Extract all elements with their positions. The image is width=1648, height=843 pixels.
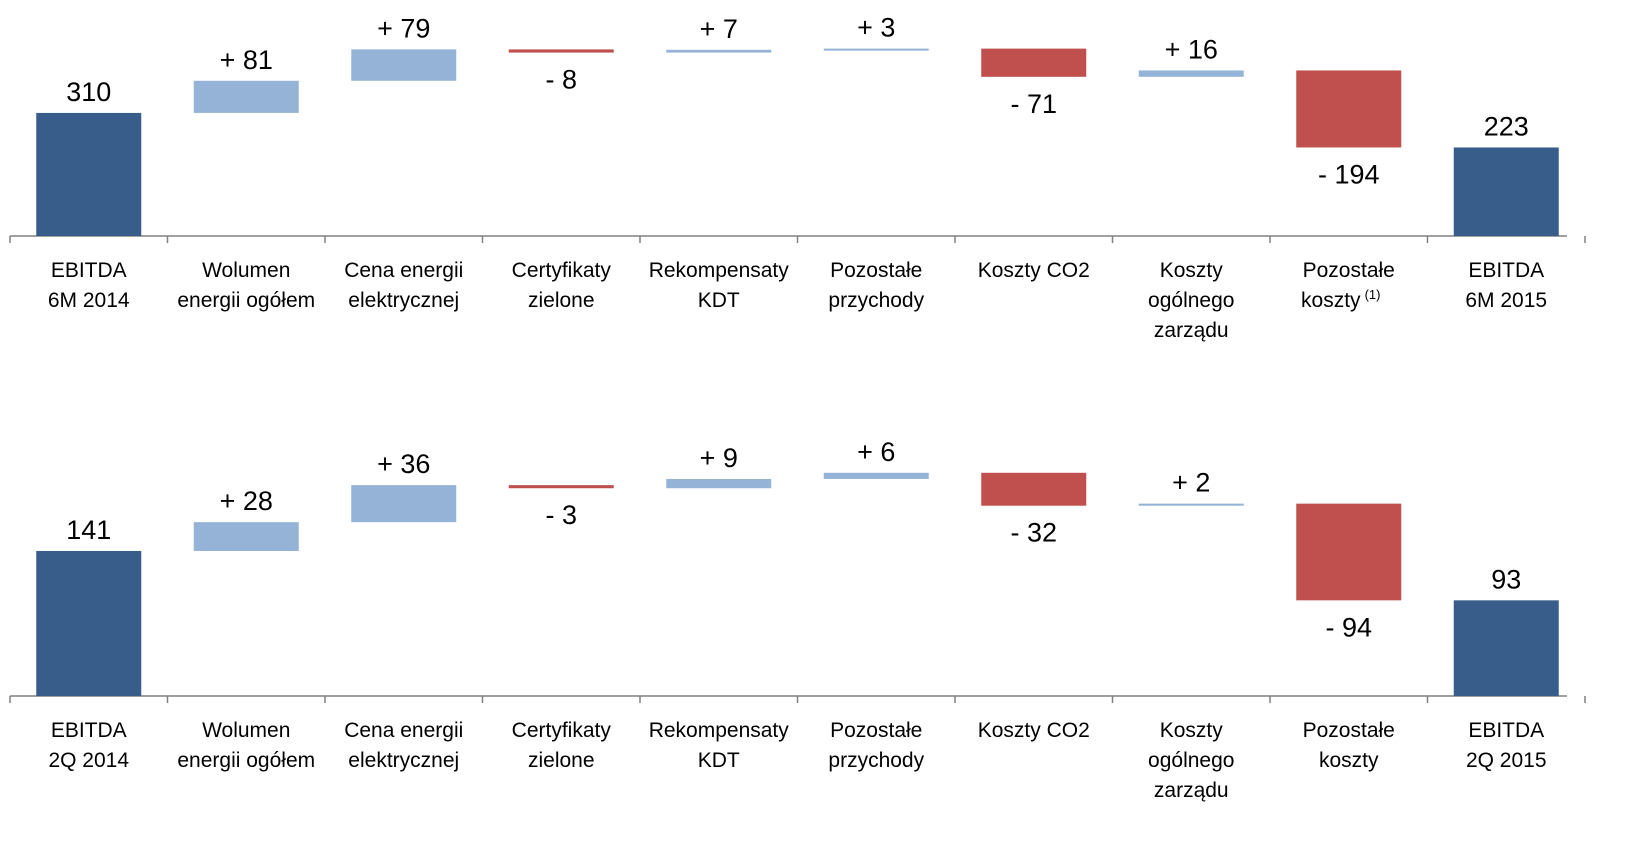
category-label: Rekompensaty bbox=[649, 259, 790, 282]
category-label: ogólnego bbox=[1148, 749, 1234, 772]
category-label: Koszty bbox=[1160, 259, 1224, 282]
category-label: elektrycznej bbox=[348, 289, 459, 312]
category-label: 2Q 2014 bbox=[48, 749, 129, 772]
category-label: Koszty bbox=[1160, 719, 1224, 742]
category-label: 2Q 2015 bbox=[1466, 749, 1547, 772]
ebitda-6m-waterfall-chart: 310 EBITDA 6M 2014 + 81 Wolumen energii ogółe… bbox=[9, 13, 1586, 342]
waterfall-bar bbox=[351, 485, 457, 523]
category-label: Pozostałe bbox=[1303, 259, 1395, 282]
data-label: + 28 bbox=[220, 486, 273, 516]
category-label: Koszty CO2 bbox=[978, 259, 1090, 282]
waterfall-bar bbox=[981, 472, 1087, 506]
data-label: + 81 bbox=[220, 45, 273, 75]
data-label: + 9 bbox=[700, 443, 738, 473]
category-label: Koszty CO2 bbox=[978, 719, 1090, 742]
category-label: Certyfikaty bbox=[512, 259, 612, 282]
data-label: - 71 bbox=[1010, 89, 1057, 119]
waterfall-bar bbox=[666, 478, 772, 489]
data-label: - 94 bbox=[1325, 612, 1372, 642]
waterfall-bar bbox=[1296, 503, 1402, 601]
waterfall-bar bbox=[1453, 600, 1559, 696]
category-label: Pozostałe bbox=[830, 719, 922, 742]
waterfall-bar bbox=[508, 49, 614, 53]
category-label: energii ogółem bbox=[177, 749, 315, 772]
data-label: + 7 bbox=[700, 14, 738, 44]
category-label: Cena energii bbox=[344, 259, 463, 282]
category-label: zielone bbox=[528, 289, 595, 312]
category-label: przychody bbox=[828, 749, 924, 772]
footnote-marker: (1) bbox=[1365, 287, 1381, 302]
data-label: - 3 bbox=[545, 500, 577, 530]
waterfall-bar bbox=[193, 80, 299, 113]
category-label: przychody bbox=[828, 289, 924, 312]
category-label: koszty bbox=[1319, 749, 1379, 772]
waterfall-bar bbox=[1138, 503, 1244, 506]
category-label: Certyfikaty bbox=[512, 719, 612, 742]
waterfall-bar bbox=[1296, 70, 1402, 148]
waterfall-bar bbox=[823, 472, 929, 479]
category-label: Pozostałe bbox=[1303, 719, 1395, 742]
waterfall-bar bbox=[981, 48, 1087, 77]
data-label: 141 bbox=[66, 515, 111, 545]
data-label: - 32 bbox=[1010, 518, 1057, 548]
category-label: Pozostałe bbox=[830, 259, 922, 282]
category-label: zarządu bbox=[1154, 319, 1229, 342]
category-label: energii ogółem bbox=[177, 289, 315, 312]
category-label: Wolumen bbox=[202, 719, 290, 742]
waterfall-bar bbox=[666, 49, 772, 53]
category-label: Wolumen bbox=[202, 259, 290, 282]
data-label: 93 bbox=[1491, 564, 1521, 594]
ebitda-2q-waterfall-chart: 141 EBITDA 2Q 2014 + 28 Wolumen energii ogółe… bbox=[9, 437, 1586, 802]
data-label: + 36 bbox=[377, 449, 430, 479]
data-label: + 79 bbox=[377, 13, 430, 43]
category-label: EBITDA bbox=[1468, 259, 1544, 282]
waterfall-bar bbox=[823, 48, 929, 51]
waterfall-bar bbox=[1453, 147, 1559, 236]
category-label: Cena energii bbox=[344, 719, 463, 742]
category-label: KDT bbox=[698, 749, 740, 772]
category-label: KDT bbox=[698, 289, 740, 312]
category-label: zielone bbox=[528, 749, 595, 772]
data-label: + 3 bbox=[857, 13, 895, 43]
waterfall-bar bbox=[36, 550, 142, 696]
category-label: 6M 2014 bbox=[48, 289, 130, 312]
data-label: + 6 bbox=[857, 437, 895, 467]
data-label: 223 bbox=[1484, 111, 1529, 141]
category-label: EBITDA bbox=[1468, 719, 1544, 742]
data-label: - 194 bbox=[1318, 159, 1380, 189]
waterfall-bar bbox=[193, 522, 299, 551]
category-label: zarządu bbox=[1154, 779, 1229, 802]
waterfall-bar bbox=[508, 485, 614, 489]
category-label: Rekompensaty bbox=[649, 719, 790, 742]
category-label: koszty (1) bbox=[1301, 287, 1380, 312]
category-label: elektrycznej bbox=[348, 749, 459, 772]
waterfall-bar bbox=[36, 112, 142, 236]
category-label: EBITDA bbox=[51, 719, 127, 742]
waterfall-bar bbox=[1138, 70, 1244, 77]
data-label: + 16 bbox=[1165, 34, 1218, 64]
category-label: EBITDA bbox=[51, 259, 127, 282]
category-label: ogólnego bbox=[1148, 289, 1234, 312]
data-label: 310 bbox=[66, 77, 111, 107]
category-label: 6M 2015 bbox=[1465, 289, 1547, 312]
data-label: - 8 bbox=[545, 65, 577, 95]
data-label: + 2 bbox=[1172, 468, 1210, 498]
waterfall-bar bbox=[351, 49, 457, 81]
